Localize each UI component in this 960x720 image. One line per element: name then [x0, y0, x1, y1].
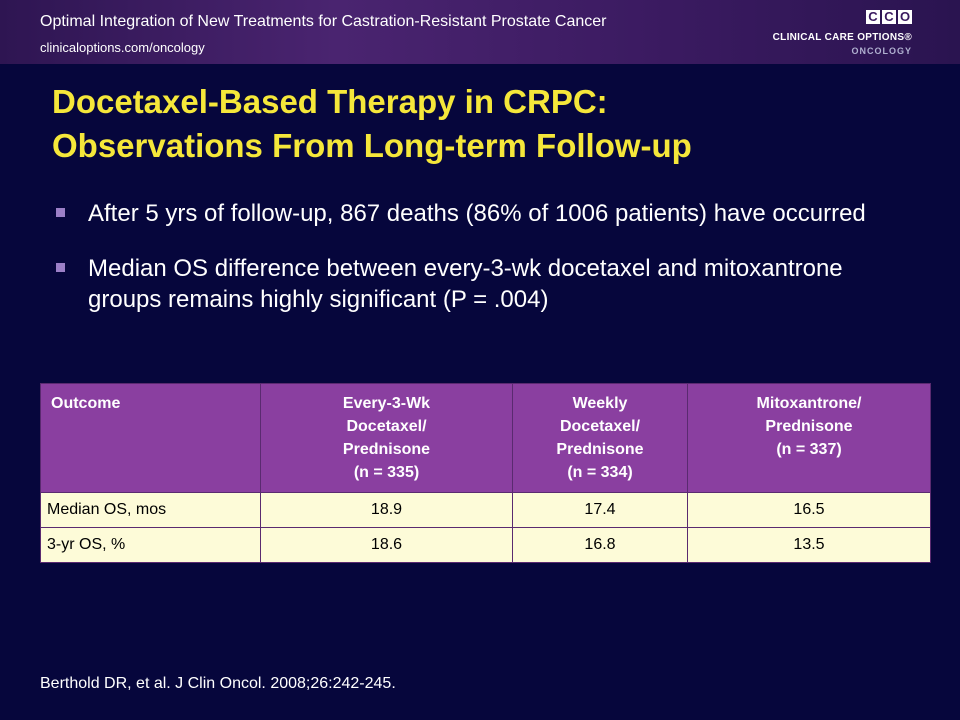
header-line: Docetaxel/: [559, 418, 641, 435]
bullet-square-icon: [56, 263, 65, 272]
header-line: Prednisone: [765, 418, 853, 435]
header-line: (n = 337): [776, 441, 842, 458]
logo-name: CLINICAL CARE OPTIONS®: [772, 32, 912, 43]
header-url: clinicaloptions.com/oncology: [40, 40, 205, 55]
table-cell: 16.8: [512, 527, 688, 563]
header-line: Docetaxel/: [346, 418, 427, 435]
header-title: Optimal Integration of New Treatments fo…: [40, 13, 607, 30]
table-cell-outcome: 3-yr OS, %: [40, 527, 261, 563]
table-header-every-3-wk-docetaxel: Every-3-Wk Docetaxel/ Prednisone (n = 33…: [260, 383, 513, 493]
bullet-list: After 5 yrs of follow-up, 867 deaths (86…: [54, 198, 914, 339]
outcome-table: Outcome Every-3-Wk Docetaxel/ Prednisone…: [40, 383, 931, 563]
header-line: Mitoxantrone/: [756, 395, 862, 412]
bullet-item: After 5 yrs of follow-up, 867 deaths (86…: [54, 198, 914, 229]
logo-letter: O: [898, 9, 912, 24]
logo-subtitle: ONCOLOGY: [851, 46, 912, 56]
table-header-weekly-docetaxel: Weekly Docetaxel/ Prednisone (n = 334): [512, 383, 688, 493]
header-line: Weekly: [572, 395, 628, 412]
table-cell: 18.6: [260, 527, 513, 563]
table-cell: 17.4: [512, 492, 688, 528]
slide-title-line-2: Observations From Long-term Follow-up: [52, 127, 692, 164]
bullet-square-icon: [56, 208, 65, 217]
slide-title: Docetaxel-Based Therapy in CRPC: Observa…: [52, 80, 912, 168]
bullet-item: Median OS difference between every-3-wk …: [54, 253, 914, 315]
header-line: (n = 335): [353, 464, 420, 481]
header-line: Prednisone: [556, 441, 644, 458]
table-cell: 13.5: [687, 527, 931, 563]
header-line: Prednisone: [342, 441, 431, 458]
header-line: Every-3-Wk: [342, 395, 431, 412]
header-line: Outcome: [51, 395, 121, 412]
table-header-row: Outcome Every-3-Wk Docetaxel/ Prednisone…: [40, 383, 931, 493]
header-band: Optimal Integration of New Treatments fo…: [0, 0, 960, 64]
logo-letter: C: [882, 10, 896, 24]
outcome-table-container: Outcome Every-3-Wk Docetaxel/ Prednisone…: [40, 383, 931, 563]
citation: Berthold DR, et al. J Clin Oncol. 2008;2…: [40, 675, 396, 692]
table-cell: 16.5: [687, 492, 931, 528]
table-header-mitoxantrone: Mitoxantrone/ Prednisone (n = 337): [687, 383, 931, 493]
table-row: 3-yr OS, % 18.6 16.8 13.5: [40, 527, 931, 563]
header-line: (n = 334): [567, 464, 633, 481]
table-cell: 18.9: [260, 492, 513, 528]
bullet-text: Median OS difference between every-3-wk …: [88, 255, 843, 313]
logo-letter-boxes: C C O: [866, 10, 912, 24]
table-header-outcome: Outcome: [40, 383, 261, 493]
cco-logo: C C O CLINICAL CARE OPTIONS® ONCOLOGY: [760, 8, 940, 60]
logo-letter: C: [866, 10, 880, 24]
table-cell-outcome: Median OS, mos: [40, 492, 261, 528]
table-row: Median OS, mos 18.9 17.4 16.5: [40, 492, 931, 528]
slide-title-line-1: Docetaxel-Based Therapy in CRPC:: [52, 83, 608, 120]
bullet-text: After 5 yrs of follow-up, 867 deaths (86…: [88, 200, 866, 227]
